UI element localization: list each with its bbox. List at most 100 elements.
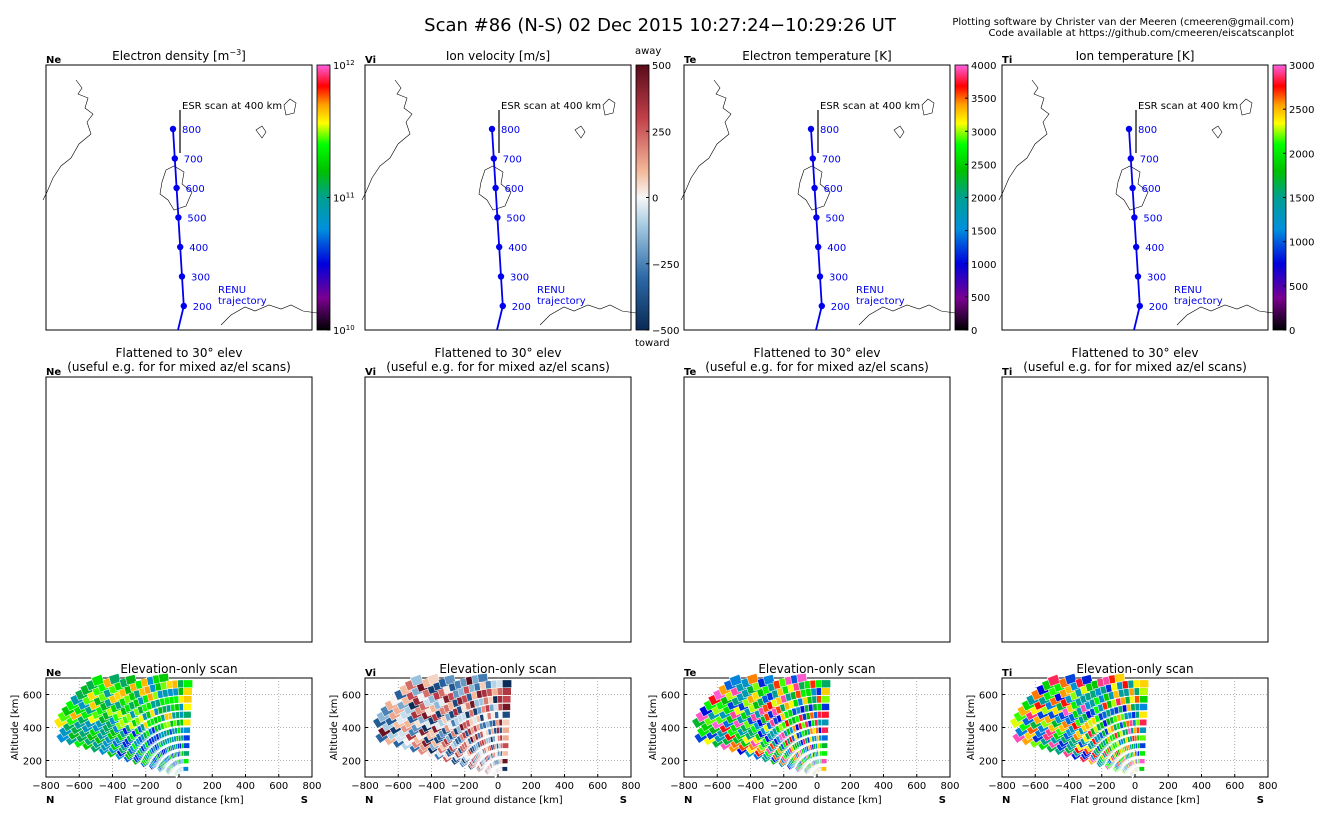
x-axis-label: Flat ground distance [km] — [433, 795, 562, 806]
scan-cell — [501, 726, 510, 734]
scan-cell — [182, 726, 191, 734]
panel-ne: Ne Electron density [m−3]ESR scan at 400 … — [10, 48, 355, 806]
trajectory-point — [497, 273, 505, 280]
scan-cell — [1138, 750, 1146, 757]
coastline — [1239, 98, 1253, 116]
scan-cell — [502, 703, 511, 711]
scan-cell — [501, 758, 509, 764]
x-tick-label: 600 — [588, 781, 607, 792]
altitude-marker-label: 400 — [827, 243, 846, 254]
scan-cell — [124, 674, 138, 686]
x-tick-label: −600 — [385, 781, 412, 792]
x-axis-label: Flat ground distance [km] — [114, 795, 243, 806]
colorbar-tick-label: 3000 — [971, 127, 996, 138]
colorbar-tick-label: 0 — [971, 326, 977, 337]
scan-cell — [821, 695, 831, 704]
colorbar-tick-label: 4000 — [971, 61, 996, 72]
trajectory-point — [180, 302, 187, 310]
x-axis-label: Flat ground distance [km] — [1070, 795, 1199, 806]
colorbar-tick-label: 3000 — [1289, 61, 1314, 72]
altitude-marker-label: 700 — [1140, 155, 1159, 166]
scan-cell — [158, 673, 170, 683]
trajectory-point — [807, 125, 815, 133]
x-tick-label: 0 — [176, 781, 182, 792]
x-tick-label: 600 — [269, 781, 288, 792]
scan-cell — [182, 734, 191, 742]
elevation-scan-plot: Elevation-only scan Vi −800 −600 −400 −200 0 20… — [329, 662, 641, 806]
y-tick-label: 400 — [342, 724, 361, 735]
colorbar-tick-label: 1000 — [971, 260, 996, 271]
credit-line-1: Plotting software by Christer van der Me… — [952, 17, 1294, 28]
trajectory-point — [1131, 214, 1138, 221]
trajectory-point — [490, 155, 497, 162]
trajectory-point — [816, 273, 824, 280]
panel-key-label: Vi — [365, 55, 376, 66]
esr-label: ESR scan at 400 km — [820, 101, 920, 112]
y-tick-label: 600 — [342, 691, 361, 702]
coastline — [1115, 165, 1149, 211]
altitude-marker-label: 600 — [505, 184, 524, 195]
x-tick-label: −800 — [351, 781, 378, 792]
y-tick-label: 200 — [661, 757, 680, 768]
altitude-marker-label: 500 — [506, 214, 525, 225]
altitude-marker-label: 300 — [1147, 273, 1166, 284]
y-tick-label: 200 — [979, 757, 998, 768]
trajectory-label: trajectory — [1174, 296, 1223, 307]
map-area: ESR scan at 400 km 800 700 600 500 400 300 200 R… — [680, 64, 961, 331]
altitude-marker-label: 400 — [508, 243, 527, 254]
scan-cell — [1139, 711, 1148, 719]
scan-cell — [501, 750, 509, 757]
coastline — [255, 125, 267, 139]
scan-cell — [183, 719, 192, 726]
trajectory-point — [494, 214, 501, 221]
coastline — [680, 79, 732, 201]
x-tick-label: 0 — [814, 781, 820, 792]
trajectory-label: trajectory — [537, 296, 586, 307]
y-tick-label: 400 — [661, 724, 680, 735]
scan-cell — [183, 703, 192, 711]
trajectory-point — [815, 243, 822, 251]
trajectory-point — [1125, 125, 1133, 133]
panel-key-label: Te — [684, 367, 696, 378]
y-tick-label: 600 — [23, 691, 42, 702]
scan-cell — [477, 673, 489, 683]
x-tick-label: 800 — [940, 781, 959, 792]
flattened-title-line-2: (useful e.g. for for mixed az/el scans) — [386, 360, 610, 374]
y-axis-label: Altitude [km] — [966, 695, 977, 761]
panel-key-label: Vi — [365, 367, 376, 378]
altitude-marker-label: 800 — [182, 125, 201, 136]
trajectory-label: RENU — [856, 285, 884, 296]
scan-cell — [1139, 703, 1148, 711]
panel-key-label: Ne — [46, 367, 61, 378]
panel-key-label: Ti — [1002, 55, 1012, 66]
trajectory-point — [171, 155, 178, 162]
x-tick-label: 400 — [555, 781, 574, 792]
scan-cell — [502, 719, 511, 726]
scan-cell — [182, 742, 190, 749]
scan-cell — [820, 766, 827, 772]
trajectory-point — [818, 302, 825, 310]
trajectory-point — [492, 184, 499, 192]
flattened-title-line-2: (useful e.g. for for mixed az/el scans) — [1023, 360, 1247, 374]
scan-cell — [502, 687, 512, 696]
altitude-marker-label: 300 — [510, 273, 529, 284]
x-tick-label: 400 — [1192, 781, 1211, 792]
x-tick-label: 800 — [621, 781, 640, 792]
scan-cell — [821, 679, 831, 688]
scan-cell — [746, 673, 760, 685]
trajectory-point — [177, 243, 184, 251]
scan-cell — [183, 711, 192, 719]
colorbar: 3000 2500 2000 1500 1000 500 0 — [1272, 61, 1314, 337]
scan-cell — [821, 719, 830, 726]
x-tick-label: −800 — [988, 781, 1015, 792]
scan-cell — [108, 673, 122, 685]
colorbar-tick-label: 500 — [652, 61, 671, 72]
colorbar-tick-label: 250 — [652, 127, 671, 138]
coastline — [574, 125, 586, 139]
renu-trajectory-line — [1128, 128, 1141, 331]
x-tick-label: 200 — [841, 781, 860, 792]
coastline — [1176, 304, 1279, 326]
colorbar-tick-label: 0 — [652, 194, 658, 205]
scan-cell — [501, 742, 509, 749]
x-tick-label: −200 — [770, 781, 797, 792]
